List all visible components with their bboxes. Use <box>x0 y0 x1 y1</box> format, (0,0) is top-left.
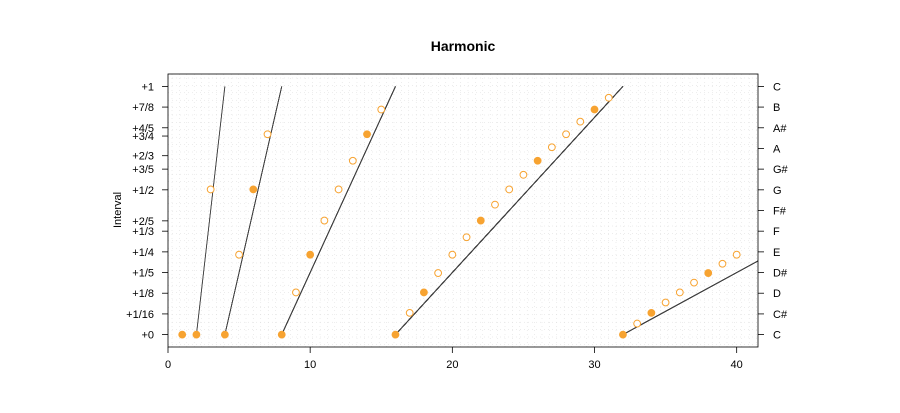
octave-line <box>196 86 226 335</box>
note-label: G <box>773 185 782 197</box>
x-tick-label: 20 <box>446 359 458 371</box>
harmonic-point <box>178 330 187 339</box>
harmonic-point <box>292 288 300 297</box>
x-tick-label: 10 <box>304 359 316 371</box>
harmonic-point <box>491 200 499 209</box>
harmonic-lines <box>196 86 758 335</box>
harmonic-point <box>476 216 485 225</box>
note-label: A <box>773 143 781 155</box>
harmonic-point <box>263 130 272 139</box>
grid <box>168 74 758 347</box>
y-tick-label: +1/8 <box>132 288 154 300</box>
harmonic-point <box>576 117 585 126</box>
harmonic-point <box>633 319 642 328</box>
harmonic-point <box>249 185 258 194</box>
chart-title: Harmonic <box>431 38 496 54</box>
harmonic-points <box>178 93 741 339</box>
y-tick-label: +3/4 <box>132 131 154 143</box>
harmonic-point <box>690 278 698 287</box>
y-tick-label: +7/8 <box>132 102 154 114</box>
y-tick-label: +1/16 <box>126 309 154 321</box>
x-tick-label: 30 <box>588 359 600 371</box>
y-tick-label: +4/5 <box>132 123 154 135</box>
y-tick-label: +2/3 <box>132 151 154 163</box>
harmonic-point <box>661 298 670 307</box>
y-tick-label: +3/5 <box>132 164 154 176</box>
x-tick-label: 40 <box>731 359 743 371</box>
y-tick-label: +1/2 <box>132 185 154 197</box>
harmonic-point <box>348 156 357 165</box>
octave-line <box>224 86 283 335</box>
note-label: C <box>773 81 781 93</box>
x-tick-label: 0 <box>165 359 171 371</box>
note-label: F# <box>773 206 787 218</box>
harmonic-point <box>590 105 599 114</box>
harmonic-point <box>533 156 542 165</box>
harmonic-point <box>420 288 428 297</box>
harmonic-point <box>391 330 400 339</box>
harmonic-point <box>192 330 201 339</box>
harmonic-point <box>334 185 343 194</box>
axes: 0 10 20 30 40 +0 +1/16 +1/8 +1/5 +1/4 +1/3+2/5 +1/2… <box>126 81 788 371</box>
y-axis-label: Interval <box>112 192 124 228</box>
y-tick-label: +1/3 <box>132 226 154 238</box>
y-tick-label: +1/5 <box>132 268 154 280</box>
y-tick-label: +2/5 <box>132 216 154 228</box>
y-tick-label: +1/4 <box>132 247 154 259</box>
harmonic-point <box>206 185 215 194</box>
harmonic-point <box>462 233 471 242</box>
note-label: G# <box>773 164 789 176</box>
harmonic-point <box>448 250 457 259</box>
harmonic-point <box>619 330 627 339</box>
y-tick-label: +1 <box>141 81 154 93</box>
harmonic-point <box>562 130 570 139</box>
harmonic-point <box>306 250 315 259</box>
octave-line <box>395 86 624 335</box>
note-label: C <box>773 330 781 342</box>
harmonic-point <box>320 216 329 225</box>
harmonic-point <box>235 250 243 259</box>
harmonic-point <box>434 269 443 277</box>
note-label: B <box>773 102 780 114</box>
harmonic-point <box>732 250 741 259</box>
note-label: A# <box>773 123 787 135</box>
note-label: D <box>773 288 781 300</box>
octave-line <box>622 260 758 335</box>
harmonic-point <box>547 143 556 152</box>
harmonic-point <box>505 185 514 194</box>
note-label: D# <box>773 268 788 280</box>
harmonic-point <box>220 330 229 339</box>
harmonic-point <box>277 330 286 339</box>
harmonic-point <box>675 288 684 297</box>
harmonic-point <box>377 105 386 114</box>
harmonic-point <box>519 170 528 179</box>
note-label: C# <box>773 309 788 321</box>
harmonic-point <box>363 130 371 139</box>
harmonic-point <box>647 308 656 317</box>
harmonic-point <box>718 259 727 268</box>
note-label: E <box>773 247 780 259</box>
harmonic-point <box>704 269 713 277</box>
harmonic-point <box>405 308 414 317</box>
octave-line <box>281 86 396 335</box>
harmonic-point <box>604 93 613 102</box>
note-label: F <box>773 226 780 238</box>
y-tick-label: +0 <box>141 330 154 342</box>
